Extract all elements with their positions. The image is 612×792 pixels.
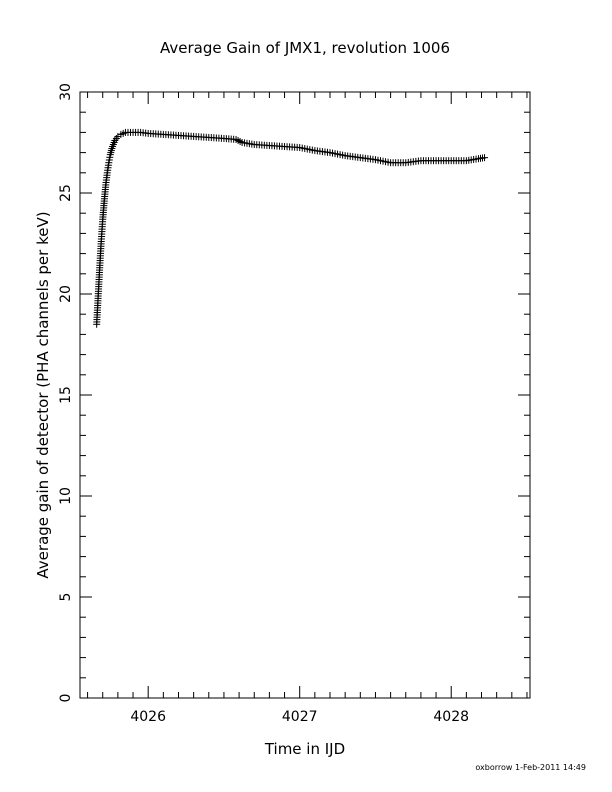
x-axis-label: Time in IJD <box>264 740 345 758</box>
y-tick-label: 25 <box>58 184 74 202</box>
plot-frame <box>79 91 531 699</box>
y-tick-label: 5 <box>58 593 74 602</box>
x-tick-label: 4028 <box>433 709 469 725</box>
y-tick-label: 10 <box>58 487 74 505</box>
x-tick-label: 4026 <box>130 709 166 725</box>
x-tick-label: 4027 <box>282 709 318 725</box>
axis-tick-labels: 4026 4027 4028 0 5 10 15 20 25 30 <box>58 83 469 725</box>
y-axis-label: Average gain of detector (PHA channels p… <box>34 211 52 578</box>
footer-credit: oxborrow 1-Feb-2011 14:49 <box>475 763 586 772</box>
y-tick-label: 15 <box>58 386 74 404</box>
y-tick-label: 20 <box>58 285 74 303</box>
axis-ticks <box>80 91 530 699</box>
y-tick-label: 0 <box>58 694 74 703</box>
data-point <box>481 154 489 162</box>
y-tick-label: 30 <box>58 83 74 101</box>
chart-title: Average Gain of JMX1, revolution 1006 <box>160 39 450 57</box>
data-series <box>93 128 489 328</box>
